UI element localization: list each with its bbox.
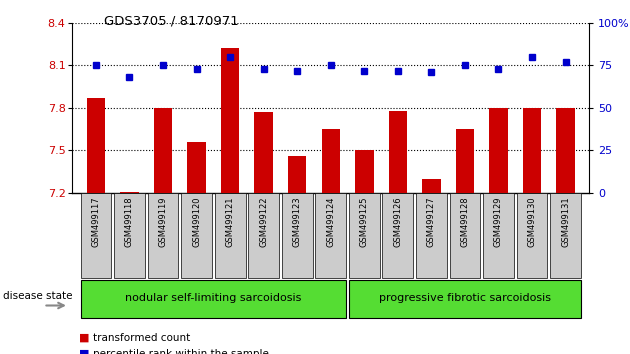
Text: nodular self-limiting sarcoidosis: nodular self-limiting sarcoidosis bbox=[125, 293, 302, 303]
Text: GSM499122: GSM499122 bbox=[259, 196, 268, 247]
Bar bbox=[87, 98, 105, 193]
Text: GSM499123: GSM499123 bbox=[293, 196, 302, 247]
Bar bbox=[455, 129, 474, 193]
Bar bbox=[255, 112, 273, 193]
Bar bbox=[349, 280, 581, 318]
Text: ■: ■ bbox=[79, 349, 89, 354]
Text: GSM499125: GSM499125 bbox=[360, 196, 369, 247]
Bar bbox=[550, 193, 581, 278]
Bar bbox=[422, 179, 440, 193]
Bar bbox=[248, 193, 279, 278]
Bar bbox=[523, 108, 541, 193]
Text: percentile rank within the sample: percentile rank within the sample bbox=[93, 349, 268, 354]
Bar bbox=[416, 193, 447, 278]
Text: disease state: disease state bbox=[3, 291, 72, 301]
Text: GSM499126: GSM499126 bbox=[393, 196, 403, 247]
Bar bbox=[321, 129, 340, 193]
Bar bbox=[215, 193, 246, 278]
Bar bbox=[282, 193, 312, 278]
Bar bbox=[147, 193, 178, 278]
Bar bbox=[114, 193, 145, 278]
Bar bbox=[187, 142, 206, 193]
Bar bbox=[221, 48, 239, 193]
Bar bbox=[490, 108, 508, 193]
Bar bbox=[517, 193, 547, 278]
Bar bbox=[389, 111, 407, 193]
Text: GSM499119: GSM499119 bbox=[159, 196, 168, 247]
Bar bbox=[349, 193, 380, 278]
Text: ■: ■ bbox=[79, 333, 89, 343]
Bar bbox=[81, 193, 112, 278]
Text: GSM499129: GSM499129 bbox=[494, 196, 503, 247]
Text: GSM499120: GSM499120 bbox=[192, 196, 201, 247]
Text: GSM499121: GSM499121 bbox=[226, 196, 234, 247]
Bar bbox=[154, 108, 172, 193]
Bar bbox=[483, 193, 514, 278]
Text: GSM499127: GSM499127 bbox=[427, 196, 436, 247]
Text: GSM499131: GSM499131 bbox=[561, 196, 570, 247]
Bar bbox=[382, 193, 413, 278]
Bar bbox=[181, 193, 212, 278]
Bar bbox=[355, 150, 374, 193]
Bar bbox=[556, 108, 575, 193]
Text: GSM499130: GSM499130 bbox=[527, 196, 537, 247]
Text: GDS3705 / 8170971: GDS3705 / 8170971 bbox=[104, 14, 239, 27]
Text: GSM499128: GSM499128 bbox=[461, 196, 469, 247]
Bar bbox=[316, 193, 346, 278]
Bar bbox=[120, 192, 139, 193]
Bar bbox=[449, 193, 480, 278]
Text: GSM499118: GSM499118 bbox=[125, 196, 134, 247]
Text: GSM499117: GSM499117 bbox=[91, 196, 100, 247]
Bar bbox=[288, 156, 306, 193]
Bar bbox=[81, 280, 346, 318]
Text: GSM499124: GSM499124 bbox=[326, 196, 335, 247]
Text: transformed count: transformed count bbox=[93, 333, 190, 343]
Text: progressive fibrotic sarcoidosis: progressive fibrotic sarcoidosis bbox=[379, 293, 551, 303]
